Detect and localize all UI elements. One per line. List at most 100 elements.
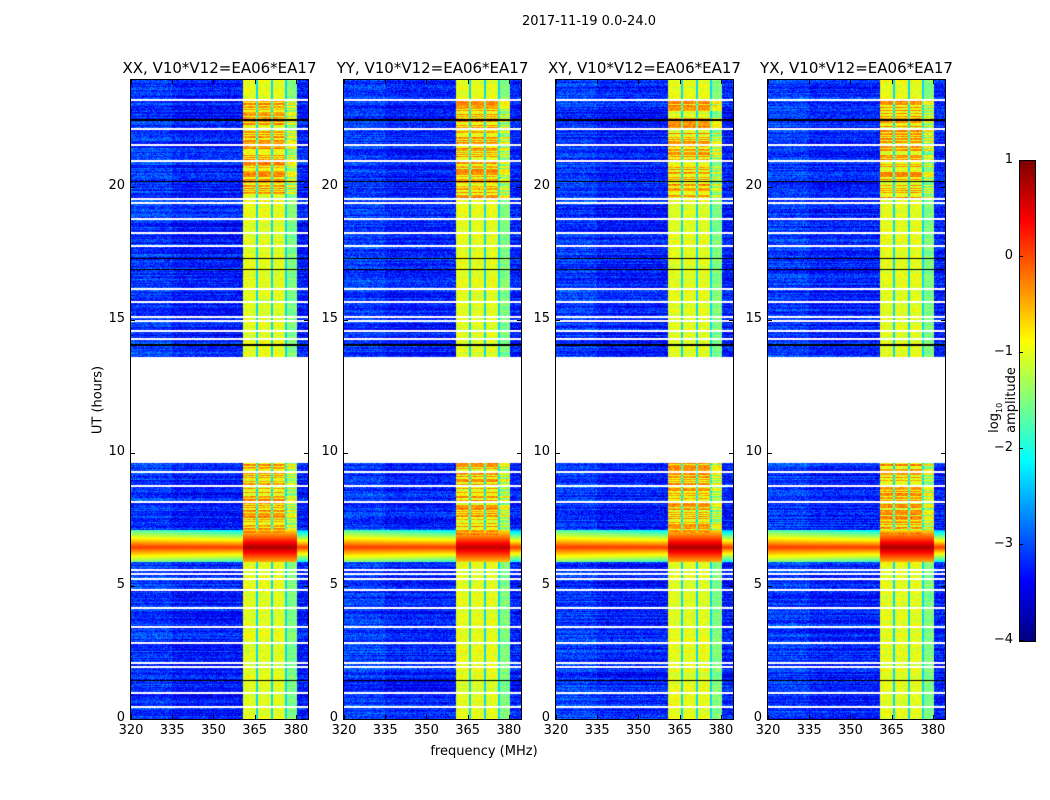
y-tick-mark xyxy=(556,319,560,321)
heatmap-panel xyxy=(130,79,309,720)
x-tick-label: 350 xyxy=(201,723,226,738)
y-tick-mark xyxy=(729,585,733,587)
x-tick-mark xyxy=(508,715,510,719)
y-tick-label: 20 xyxy=(745,177,762,193)
x-tick-mark xyxy=(932,80,934,84)
y-tick-mark xyxy=(556,186,560,188)
y-tick-mark xyxy=(768,319,772,321)
x-tick-mark xyxy=(891,80,893,84)
y-tick-mark xyxy=(768,585,772,587)
colorbar xyxy=(1019,160,1036,642)
y-tick-mark xyxy=(556,452,560,454)
x-tick-mark xyxy=(768,715,769,719)
y-tick-mark xyxy=(556,719,560,720)
y-tick-label: 15 xyxy=(745,310,762,326)
x-tick-mark xyxy=(344,80,345,84)
x-tick-mark xyxy=(344,715,345,719)
x-axis-label: frequency (MHz) xyxy=(430,744,538,759)
x-tick-label: 335 xyxy=(584,723,610,738)
x-tick-mark xyxy=(638,715,640,719)
panel-title: XX, V10*V12=EA06*EA17 xyxy=(122,59,317,77)
y-tick-mark xyxy=(729,719,733,720)
y-tick-mark xyxy=(556,585,560,587)
x-tick-mark xyxy=(426,80,428,84)
heatmap-panel xyxy=(343,79,522,720)
x-tick-mark xyxy=(679,80,681,84)
y-tick-mark xyxy=(304,319,308,321)
x-tick-label: 350 xyxy=(414,723,439,738)
colorbar-label-main: log xyxy=(987,413,1003,433)
colorbar-label-sub: 10 xyxy=(994,402,1004,414)
colorbar-tick-mark xyxy=(1019,160,1023,161)
x-tick-mark xyxy=(467,715,469,719)
x-tick-mark xyxy=(254,80,256,84)
x-tick-label: 320 xyxy=(543,723,569,738)
y-tick-label: 5 xyxy=(329,576,338,592)
x-tick-mark xyxy=(213,715,215,719)
x-tick-label: 320 xyxy=(755,723,781,738)
y-tick-mark xyxy=(768,719,772,720)
y-tick-label: 20 xyxy=(108,177,125,193)
y-tick-mark xyxy=(729,452,733,454)
y-tick-mark xyxy=(344,585,348,587)
x-tick-label: 335 xyxy=(159,723,185,738)
x-tick-label: 335 xyxy=(796,723,822,738)
y-tick-label: 20 xyxy=(321,177,338,193)
x-tick-mark xyxy=(556,80,557,84)
colorbar-tick-mark xyxy=(1019,544,1023,545)
heatmap-image xyxy=(768,80,945,719)
x-tick-mark xyxy=(385,715,387,719)
figure-title: 2017-11-19 0.0-24.0 xyxy=(522,14,656,29)
x-tick-label: 365 xyxy=(242,723,268,738)
y-tick-label: 15 xyxy=(321,310,338,326)
x-tick-mark xyxy=(131,715,132,719)
y-tick-mark xyxy=(941,585,945,587)
heatmap-panel xyxy=(555,79,734,720)
y-tick-mark xyxy=(131,719,135,720)
y-tick-mark xyxy=(304,719,308,720)
x-tick-mark xyxy=(720,715,722,719)
x-tick-mark xyxy=(638,80,640,84)
x-tick-mark xyxy=(720,80,722,84)
x-tick-mark xyxy=(932,715,934,719)
y-tick-label: 0 xyxy=(116,710,125,725)
y-tick-label: 10 xyxy=(321,443,338,459)
x-tick-label: 320 xyxy=(118,723,144,738)
x-tick-mark xyxy=(467,80,469,84)
colorbar-tick-label: −3 xyxy=(993,536,1013,551)
y-tick-label: 5 xyxy=(116,576,125,592)
x-tick-label: 380 xyxy=(496,723,522,738)
x-tick-mark xyxy=(213,80,215,84)
heatmap-panel xyxy=(767,79,946,720)
x-tick-mark xyxy=(850,715,852,719)
heatmap-image xyxy=(131,80,308,719)
y-tick-mark xyxy=(517,186,521,188)
x-tick-label: 335 xyxy=(372,723,398,738)
colorbar-tick-mark xyxy=(1019,352,1023,353)
x-tick-label: 365 xyxy=(667,723,693,738)
x-tick-mark xyxy=(385,80,387,84)
y-tick-mark xyxy=(344,319,348,321)
y-tick-label: 0 xyxy=(329,710,338,725)
panel-title: XY, V10*V12=EA06*EA17 xyxy=(548,59,741,77)
x-tick-label: 350 xyxy=(626,723,651,738)
x-tick-label: 320 xyxy=(331,723,357,738)
y-tick-label: 15 xyxy=(533,310,550,326)
y-tick-mark xyxy=(131,186,135,188)
x-tick-mark xyxy=(556,715,557,719)
y-tick-mark xyxy=(768,452,772,454)
y-tick-mark xyxy=(517,585,521,587)
colorbar-tick-mark xyxy=(1019,256,1023,257)
x-tick-mark xyxy=(679,715,681,719)
colorbar-label-rest: amplitude xyxy=(1003,367,1019,433)
y-tick-mark xyxy=(517,719,521,720)
x-tick-mark xyxy=(131,80,132,84)
y-tick-label: 5 xyxy=(541,576,550,592)
y-tick-mark xyxy=(768,186,772,188)
x-tick-mark xyxy=(254,715,256,719)
colorbar-tick-label: 0 xyxy=(1004,248,1013,263)
y-tick-mark xyxy=(941,452,945,454)
y-tick-label: 10 xyxy=(745,443,762,459)
x-tick-label: 380 xyxy=(920,723,946,738)
